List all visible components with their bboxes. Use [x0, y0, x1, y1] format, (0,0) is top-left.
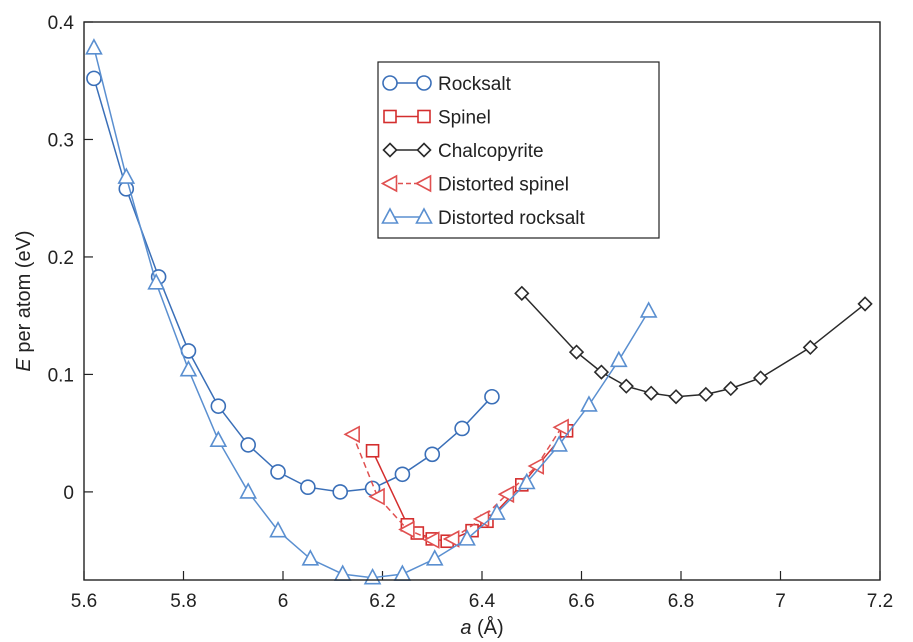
- x-axis-title: a (Å): [460, 616, 503, 639]
- legend-marker-chalcopyrite: [382, 142, 398, 158]
- data-point-distorted-rocksalt: [425, 549, 444, 566]
- data-point-chalcopyrite: [568, 344, 585, 360]
- x-tick-label: 5.8: [170, 591, 196, 612]
- data-point-distorted-rocksalt: [488, 503, 506, 520]
- y-axis-title-symbol: E: [13, 358, 35, 372]
- data-point-distorted-rocksalt: [517, 472, 536, 490]
- series-distorted-spinel: [343, 418, 569, 549]
- x-tick-label: 6.6: [568, 591, 594, 612]
- legend-marker-chalcopyrite: [416, 142, 432, 158]
- data-point-chalcopyrite: [752, 370, 769, 386]
- legend-label-chalcopyrite: Chalcopyrite: [438, 141, 544, 162]
- data-point-distorted-spinel: [552, 418, 569, 437]
- data-point-distorted-rocksalt: [117, 167, 136, 184]
- legend-marker-distorted-rocksalt: [415, 207, 433, 224]
- data-point-chalcopyrite: [802, 339, 818, 356]
- y-axis-title-rest: per atom (eV): [13, 230, 35, 358]
- data-point-distorted-rocksalt: [85, 38, 103, 55]
- data-point-distorted-rocksalt: [209, 430, 228, 448]
- legend-marker-distorted-spinel: [380, 174, 398, 193]
- y-axis-title: E per atom (eV): [13, 230, 35, 371]
- y-tick-label: 0.3: [48, 130, 74, 151]
- data-point-distorted-rocksalt: [393, 564, 412, 581]
- x-tick-label: 5.6: [71, 591, 97, 612]
- data-point-distorted-rocksalt: [639, 301, 658, 318]
- data-point-distorted-spinel: [442, 530, 460, 548]
- data-point-chalcopyrite: [723, 380, 739, 397]
- legend-box: [377, 61, 660, 239]
- y-tick-label: 0.2: [48, 248, 74, 269]
- data-point-chalcopyrite: [618, 378, 634, 394]
- data-point-distorted-rocksalt: [179, 360, 198, 377]
- x-tick-label: 6.8: [668, 591, 694, 612]
- data-point-rocksalt: [454, 420, 470, 437]
- x-tick-label: 7: [775, 591, 786, 612]
- legend-marker-rocksalt: [382, 75, 398, 91]
- series-distorted-rocksalt: [85, 38, 658, 585]
- series-layer: [85, 38, 873, 585]
- data-point-distorted-rocksalt: [239, 482, 258, 499]
- legend-label-distorted-spinel: Distorted spinel: [438, 175, 569, 196]
- data-point-distorted-rocksalt: [580, 395, 598, 412]
- x-tick-label: 7.2: [867, 591, 893, 612]
- data-point-chalcopyrite: [857, 296, 873, 312]
- data-point-distorted-rocksalt: [609, 350, 628, 368]
- x-tick-label: 6.2: [369, 591, 395, 612]
- data-point-rocksalt: [394, 466, 411, 483]
- data-point-chalcopyrite: [698, 386, 714, 403]
- data-point-rocksalt: [484, 388, 500, 405]
- data-point-distorted-spinel: [423, 531, 440, 549]
- x-tick-label: 6: [278, 591, 289, 612]
- legend-label-spinel: Spinel: [438, 108, 491, 129]
- data-point-rocksalt: [86, 70, 102, 87]
- data-point-distorted-rocksalt: [301, 549, 320, 566]
- data-point-chalcopyrite: [668, 389, 684, 405]
- data-point-rocksalt: [210, 398, 227, 414]
- data-point-chalcopyrite: [643, 385, 659, 401]
- data-point-distorted-rocksalt: [550, 435, 568, 452]
- data-point-rocksalt: [270, 464, 286, 480]
- data-point-distorted-spinel: [343, 425, 360, 444]
- data-point-distorted-rocksalt: [458, 529, 476, 546]
- legend-marker-spinel: [383, 109, 397, 124]
- legend-marker-rocksalt: [416, 75, 432, 91]
- data-point-distorted-spinel: [497, 485, 515, 504]
- y-tick-label: 0.1: [48, 365, 74, 386]
- data-point-rocksalt: [424, 446, 441, 463]
- x-axis-title-symbol: a: [460, 617, 471, 639]
- y-tick-label: 0.4: [48, 13, 75, 34]
- data-point-distorted-rocksalt: [147, 273, 165, 290]
- data-point-distorted-rocksalt: [333, 564, 352, 581]
- data-point-distorted-rocksalt: [269, 520, 287, 538]
- legend-marker-spinel: [417, 109, 431, 124]
- ticks-layer: 5.6 5.8 6 6.2 6.4 6.6 6.8 7 7.2 0 0.1 0.2 0.3 0.4: [48, 13, 894, 612]
- x-axis-title-unit: (Å): [471, 616, 503, 639]
- data-point-rocksalt: [240, 437, 256, 453]
- plot-frame: [83, 21, 881, 581]
- data-point-chalcopyrite: [593, 364, 610, 380]
- data-point-spinel: [365, 443, 380, 458]
- y-tick-label: 0: [63, 483, 74, 504]
- data-point-chalcopyrite: [514, 285, 530, 301]
- data-point-rocksalt: [300, 479, 316, 495]
- data-point-distorted-spinel: [398, 520, 415, 539]
- data-point-rocksalt: [332, 484, 349, 500]
- legend-label-distorted-rocksalt: Distorted rocksalt: [438, 208, 585, 229]
- data-point-distorted-spinel: [368, 487, 385, 506]
- legend-marker-distorted-rocksalt: [381, 207, 399, 224]
- data-point-distorted-spinel: [527, 457, 545, 475]
- series-line-distorted-spinel: [351, 426, 563, 541]
- legend-marker-distorted-spinel: [414, 174, 432, 193]
- legend-label-rocksalt: Rocksalt: [438, 74, 512, 95]
- legend: Rocksalt Spinel Chalcopyrite Distorted spin…: [377, 61, 660, 239]
- x-tick-label: 6.4: [469, 591, 496, 612]
- series-spinel: [365, 424, 574, 549]
- series-chalcopyrite: [514, 285, 873, 405]
